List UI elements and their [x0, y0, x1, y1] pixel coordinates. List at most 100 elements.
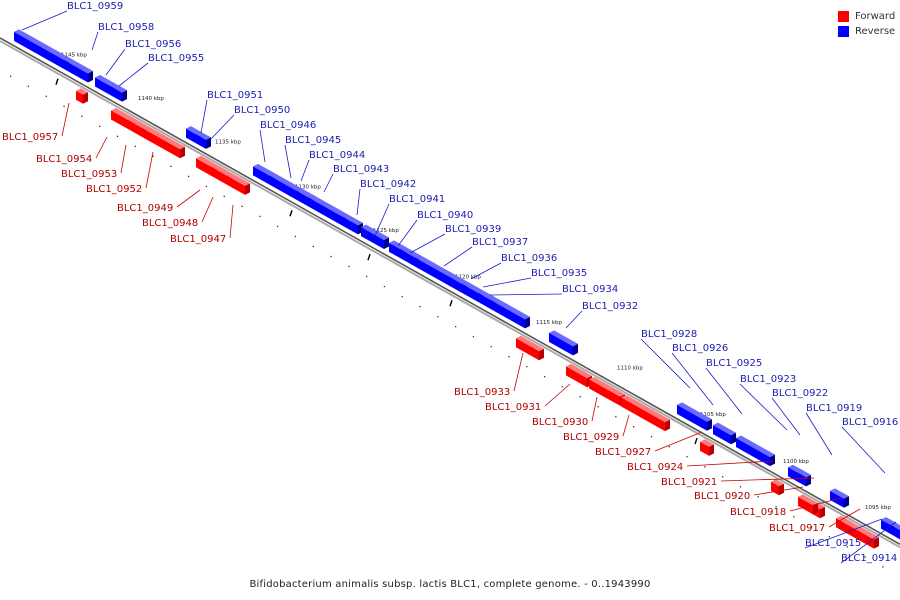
gene-label[interactable]: BLC1_0929 [563, 432, 619, 443]
gene-label[interactable]: BLC1_0940 [417, 210, 473, 221]
gene-box-blc1-0939[interactable] [400, 249, 415, 267]
major-tick [289, 210, 293, 217]
gene-box-blc1-0936[interactable] [462, 283, 478, 302]
gene-box-blc1-0946[interactable] [253, 166, 270, 185]
gene-label[interactable]: BLC1_0922 [772, 388, 828, 399]
gene-top-face [128, 117, 146, 128]
gene-side-face [180, 146, 185, 159]
gene-label[interactable]: BLC1_0958 [98, 22, 154, 33]
gene-box-blc1-0935[interactable] [478, 292, 490, 309]
gene-box-blc1-0958[interactable] [64, 60, 88, 83]
gene-label[interactable]: BLC1_0914 [841, 553, 897, 564]
gene-label[interactable]: BLC1_0936 [501, 253, 557, 264]
gene-label[interactable]: BLC1_0956 [125, 39, 181, 50]
gene-label[interactable]: BLC1_0946 [260, 120, 316, 131]
gene-box-blc1-0926[interactable] [713, 425, 731, 445]
gene-label[interactable]: BLC1_0915 [805, 538, 861, 549]
gene-label[interactable]: BLC1_0921 [661, 477, 717, 488]
gene-box-blc1-0952[interactable] [141, 127, 180, 159]
gene-top-face [549, 330, 578, 347]
gene-label[interactable]: BLC1_0957 [2, 132, 58, 143]
gene-label[interactable]: BLC1_0930 [532, 417, 588, 428]
gene-label[interactable]: BLC1_0952 [86, 184, 142, 195]
gene-side-face [122, 90, 127, 102]
gene-top-face [64, 57, 93, 74]
gene-box-blc1-0953[interactable] [128, 120, 141, 137]
gene-box-blc1-0928[interactable] [677, 404, 707, 431]
minor-dot [508, 355, 510, 358]
gene-box-blc1-0948[interactable] [212, 167, 227, 185]
gene-label[interactable]: BLC1_0941 [389, 194, 445, 205]
gene-box-blc1-0947[interactable] [227, 175, 245, 195]
gene-box-blc1-0957[interactable] [76, 90, 83, 104]
forward-swatch [838, 11, 849, 22]
gene-box-blc1-0934[interactable] [490, 299, 525, 329]
gene-label[interactable]: BLC1_0931 [485, 402, 541, 413]
gene-box-blc1-0930[interactable] [589, 379, 620, 406]
gene-label[interactable]: BLC1_0950 [234, 105, 290, 116]
gene-label[interactable]: BLC1_0925 [706, 358, 762, 369]
gene-label[interactable]: BLC1_0918 [730, 507, 786, 518]
gene-label[interactable]: BLC1_0944 [309, 150, 365, 161]
gene-top-face [589, 376, 625, 397]
gene-label[interactable]: BLC1_0942 [360, 179, 416, 190]
gene-label[interactable]: BLC1_0939 [445, 224, 501, 235]
gene-box-blc1-0955[interactable] [110, 85, 122, 102]
gene-box-blc1-0929[interactable] [621, 397, 665, 432]
gene-side-face [206, 137, 211, 149]
gene-label[interactable]: BLC1_0959 [67, 1, 123, 12]
gene-label[interactable]: BLC1_0934 [562, 284, 618, 295]
gene-label[interactable]: BLC1_0945 [285, 135, 341, 146]
gene-label[interactable]: BLC1_0916 [842, 417, 898, 428]
gene-label[interactable]: BLC1_0924 [627, 462, 683, 473]
gene-box-blc1-0942[interactable] [341, 215, 358, 235]
gene-label[interactable]: BLC1_0935 [531, 268, 587, 279]
gene-box-blc1-0951[interactable] [186, 128, 197, 144]
gene-label[interactable]: BLC1_0926 [672, 343, 728, 354]
gene-box-blc1-0943[interactable] [308, 197, 341, 225]
gene-box-blc1-0927[interactable] [700, 441, 709, 456]
gene-top-face [516, 335, 544, 352]
gene-box-blc1-0945[interactable] [270, 175, 296, 200]
gene-box-blc1-0922[interactable] [796, 471, 806, 487]
gene-box-blc1-0916[interactable] [881, 519, 890, 534]
gene-label[interactable]: BLC1_0927 [595, 447, 651, 458]
gene-label[interactable]: BLC1_0948 [142, 218, 198, 229]
gene-box-blc1-0918[interactable] [836, 518, 855, 538]
gene-label[interactable]: BLC1_0951 [207, 90, 263, 101]
gene-box-blc1-0937[interactable] [415, 257, 462, 293]
gene-top-face [621, 394, 670, 423]
gene-label[interactable]: BLC1_0954 [36, 154, 92, 165]
gene-label[interactable]: BLC1_0928 [641, 329, 697, 340]
gene-label[interactable]: BLC1_0947 [170, 234, 226, 245]
gene-box-blc1-0941[interactable] [361, 227, 384, 249]
minor-dot [579, 396, 581, 398]
gene-label[interactable]: BLC1_0932 [582, 301, 638, 312]
gene-leader-line [323, 173, 334, 193]
gene-box-blc1-0933[interactable] [516, 338, 539, 361]
gene-box-blc1-0949[interactable] [196, 158, 212, 177]
gene-label[interactable]: BLC1_0933 [454, 387, 510, 398]
gene-box-blc1-0920[interactable] [798, 496, 813, 515]
gene-label[interactable]: BLC1_0943 [333, 164, 389, 175]
gene-label[interactable]: BLC1_0920 [694, 491, 750, 502]
gene-box-blc1-0914[interactable] [895, 527, 900, 540]
gene-box-blc1-0917[interactable] [855, 528, 874, 549]
gene-label[interactable]: BLC1_0953 [61, 169, 117, 180]
gene-box-blc1-0932[interactable] [549, 332, 573, 356]
gene-box-blc1-0959[interactable] [14, 31, 64, 69]
gene-label[interactable]: BLC1_0937 [472, 237, 528, 248]
gene-box-blc1-0931[interactable] [566, 366, 587, 388]
gene-label[interactable]: BLC1_0919 [806, 403, 862, 414]
gene-label[interactable]: BLC1_0923 [740, 374, 796, 385]
gene-box-blc1-0925[interactable] [736, 438, 770, 467]
gene-box-blc1-0950[interactable] [197, 134, 206, 149]
gene-label[interactable]: BLC1_0917 [769, 523, 825, 534]
minor-dot [401, 295, 403, 298]
gene-box-blc1-0954[interactable] [111, 110, 128, 129]
gene-box-blc1-0944[interactable] [296, 190, 308, 207]
gene-box-blc1-0956[interactable] [95, 77, 110, 95]
gene-label[interactable]: BLC1_0949 [117, 203, 173, 214]
gene-box-blc1-0940[interactable] [389, 242, 400, 258]
gene-label[interactable]: BLC1_0955 [148, 53, 204, 64]
